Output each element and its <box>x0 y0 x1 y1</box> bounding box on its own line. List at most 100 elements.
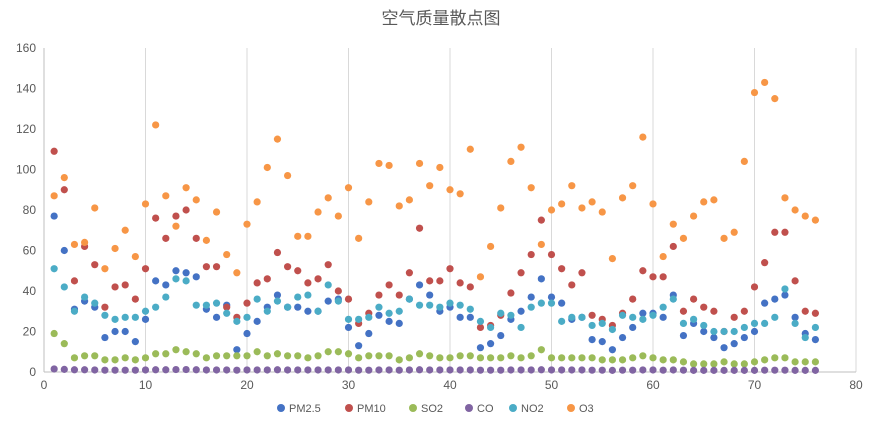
point-pm10 <box>50 147 58 155</box>
point-so2 <box>81 352 89 360</box>
point-pm25 <box>781 291 789 299</box>
point-co <box>253 366 261 374</box>
point-pm10 <box>537 216 545 224</box>
y-axis-ticks: 0 20 40 60 80 100 120 140 160 <box>16 41 36 379</box>
point-pm10 <box>121 281 129 289</box>
point-co <box>750 366 759 374</box>
point-so2 <box>233 352 241 360</box>
point-no2 <box>436 303 444 311</box>
point-no2 <box>588 321 596 330</box>
point-co <box>101 366 109 374</box>
point-co <box>223 366 231 374</box>
point-co <box>801 366 809 374</box>
point-so2 <box>344 350 353 358</box>
point-so2 <box>598 356 606 364</box>
point-pm25 <box>547 293 556 301</box>
point-pm25 <box>304 307 312 315</box>
point-no2 <box>476 317 485 325</box>
point-pm10 <box>192 234 200 242</box>
point-o3 <box>639 133 647 141</box>
point-so2 <box>608 356 617 364</box>
point-o3 <box>497 204 505 212</box>
point-co <box>284 366 292 374</box>
point-o3 <box>568 182 576 190</box>
point-no2 <box>141 307 150 315</box>
point-no2 <box>578 313 586 321</box>
point-pm25 <box>355 342 363 350</box>
point-co <box>111 366 119 374</box>
point-pm25 <box>415 281 424 289</box>
point-co <box>730 366 738 374</box>
point-pm10 <box>385 281 393 289</box>
point-co <box>649 366 657 374</box>
point-co <box>507 366 515 374</box>
point-no2 <box>50 265 58 273</box>
point-o3 <box>487 242 495 251</box>
point-pm10 <box>730 313 738 321</box>
point-o3 <box>649 200 657 208</box>
point-o3 <box>304 232 312 240</box>
point-so2 <box>223 352 231 360</box>
point-pm10 <box>588 311 596 319</box>
point-so2 <box>791 358 799 366</box>
legend-label-co: CO <box>477 403 494 415</box>
point-pm25 <box>618 333 627 342</box>
point-co <box>547 366 556 374</box>
point-pm25 <box>182 269 190 277</box>
point-co <box>243 366 251 374</box>
point-pm25 <box>243 329 251 338</box>
point-pm10 <box>771 228 779 236</box>
point-co <box>791 366 799 374</box>
point-so2 <box>284 352 292 360</box>
point-pm10 <box>690 295 698 303</box>
series-o3 <box>50 78 820 281</box>
legend-item-no2: NO2 <box>509 403 544 415</box>
point-so2 <box>639 352 647 360</box>
point-pm25 <box>456 313 464 321</box>
point-co <box>710 366 718 374</box>
point-co <box>598 366 606 374</box>
point-pm10 <box>446 265 454 273</box>
point-pm25 <box>608 346 617 354</box>
point-pm25 <box>192 273 200 281</box>
point-pm10 <box>294 267 302 275</box>
point-co <box>314 366 322 374</box>
point-pm10 <box>791 277 799 285</box>
point-no2 <box>669 295 677 303</box>
legend-marker-pm25 <box>277 404 285 412</box>
gridlines <box>145 48 857 372</box>
y-tick-label: 160 <box>16 41 36 55</box>
point-so2 <box>659 356 667 364</box>
point-no2 <box>690 315 698 323</box>
point-o3 <box>81 238 89 246</box>
point-co <box>365 366 373 374</box>
point-pm10 <box>415 224 424 232</box>
point-so2 <box>426 352 434 360</box>
point-o3 <box>608 255 617 263</box>
point-no2 <box>527 303 535 311</box>
x-tick-label: 10 <box>139 378 153 392</box>
point-no2 <box>294 293 302 301</box>
point-o3 <box>811 216 820 224</box>
series-no2 <box>50 265 820 342</box>
point-no2 <box>60 283 68 291</box>
point-co <box>121 366 129 374</box>
point-so2 <box>537 346 545 354</box>
point-so2 <box>121 354 129 362</box>
point-pm10 <box>162 234 170 242</box>
point-so2 <box>558 354 566 362</box>
point-o3 <box>730 228 738 236</box>
point-no2 <box>344 315 353 323</box>
point-no2 <box>801 333 809 342</box>
point-pm10 <box>263 275 271 283</box>
point-so2 <box>497 354 505 362</box>
point-pm25 <box>141 315 150 323</box>
point-pm10 <box>507 289 515 297</box>
point-pm25 <box>791 313 799 321</box>
point-o3 <box>507 157 515 165</box>
point-pm25 <box>294 303 302 311</box>
point-o3 <box>223 250 231 259</box>
point-pm10 <box>517 269 525 277</box>
point-co <box>131 366 139 374</box>
point-no2 <box>517 323 525 332</box>
